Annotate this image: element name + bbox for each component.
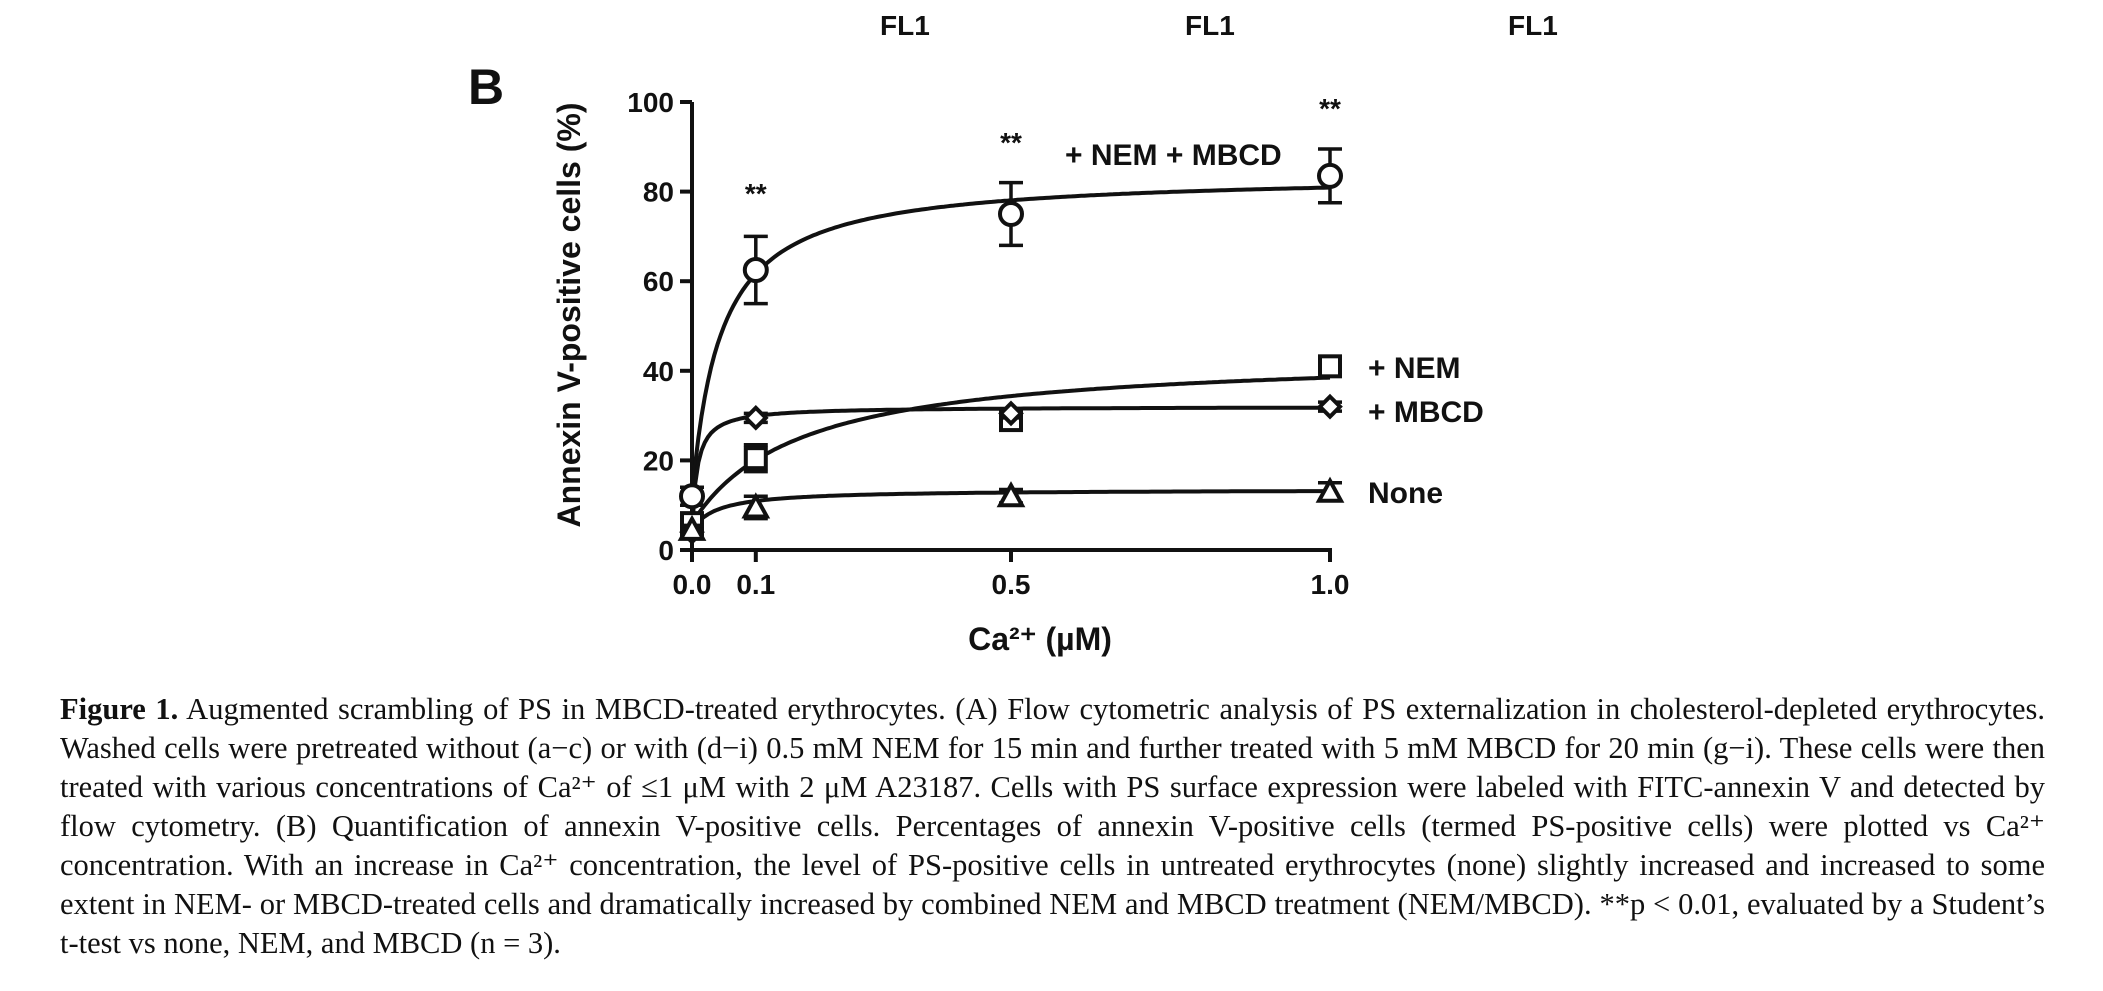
- x-tick-label: 0.1: [736, 569, 775, 600]
- data-point-circle: [742, 257, 769, 283]
- y-tick-label: 0: [658, 535, 674, 566]
- y-tick-label: 40: [643, 356, 674, 387]
- data-point-diamond: [998, 400, 1024, 427]
- series-label: + NEM + MBCD: [1065, 139, 1282, 172]
- series-label: + NEM: [1368, 352, 1461, 385]
- significance-marker: **: [1319, 93, 1341, 124]
- x-tick-label: 1.0: [1311, 569, 1350, 600]
- x-tick-label: 0.5: [992, 569, 1031, 600]
- data-point-triangle: [996, 481, 1026, 508]
- significance-marker: **: [1000, 127, 1022, 158]
- y-axis-label: Annexin V-positive cells (%): [551, 103, 587, 528]
- fl1-label-1: FL1: [880, 10, 930, 41]
- plot-area: 0 20 40 60 80 100 0.0 0.1 0.5 1.0 + NEM + MBCD + NE…: [627, 87, 1484, 600]
- y-tick-label: 100: [627, 87, 674, 118]
- fit-curve: [690, 375, 1331, 525]
- x-axis-label: Ca²⁺ (µM): [968, 621, 1112, 657]
- data-point-square: [1318, 354, 1342, 379]
- y-tick-label: 60: [643, 266, 674, 297]
- y-tick-label: 20: [643, 445, 674, 476]
- figure-caption: Figure 1. Augmented scrambling of PS in …: [60, 690, 2045, 963]
- data-point-circle: [998, 201, 1024, 227]
- data-point-diamond: [742, 405, 769, 431]
- fl1-label-3: FL1: [1508, 10, 1558, 41]
- x-tick-label: 0.0: [673, 569, 712, 600]
- significance-marker: **: [745, 178, 767, 209]
- caption-text: Augmented scrambling of PS in MBCD-treat…: [60, 692, 2045, 960]
- data-point-triangle: [741, 492, 771, 519]
- caption-label: Figure 1.: [60, 692, 179, 726]
- y-tick-label: 80: [643, 177, 674, 208]
- chart: B Annexin V-positive cells (%) Ca²⁺ (µM)…: [468, 59, 1484, 657]
- series-label: None: [1368, 477, 1443, 510]
- fl1-label-2: FL1: [1185, 10, 1235, 41]
- data-point-square: [743, 446, 768, 471]
- data-point-diamond: [1317, 393, 1343, 420]
- data-point-triangle: [1315, 476, 1345, 503]
- data-point-triangle: [677, 514, 707, 541]
- data-point-circle: [679, 483, 705, 510]
- series-label: + MBCD: [1368, 396, 1484, 429]
- panel-label: B: [468, 59, 504, 115]
- data-point-circle: [1317, 162, 1343, 189]
